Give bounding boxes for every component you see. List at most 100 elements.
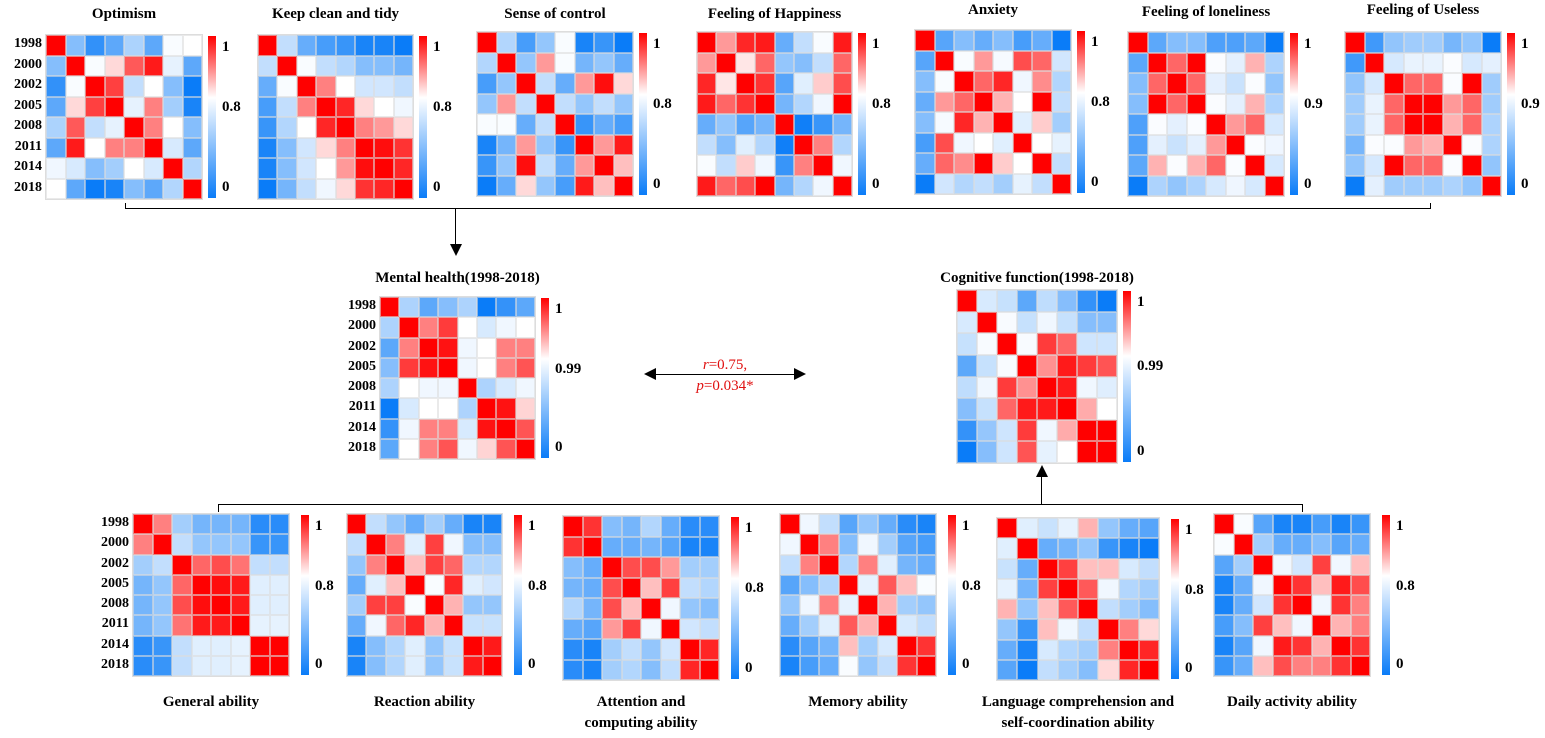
heatmap-cell bbox=[477, 114, 497, 135]
heatmap-cell bbox=[813, 155, 833, 176]
heatmap-cell bbox=[1206, 114, 1226, 135]
row-label: 2000 bbox=[348, 318, 376, 334]
heatmap-feeling-of-useless bbox=[1344, 31, 1502, 197]
row-label: 2008 bbox=[348, 379, 376, 395]
heatmap-cell bbox=[997, 354, 1017, 377]
heatmap-cell bbox=[476, 317, 497, 338]
heatmap-cell bbox=[65, 178, 85, 199]
heatmap-cell bbox=[418, 297, 439, 318]
heatmap-cell bbox=[476, 378, 497, 399]
heatmap-cell bbox=[1245, 134, 1265, 155]
heatmap-cell bbox=[555, 175, 575, 196]
heatmap-cell bbox=[1147, 93, 1167, 114]
heatmap-cell bbox=[977, 354, 997, 377]
heatmap-cell bbox=[1364, 175, 1384, 196]
heatmap-cell bbox=[496, 337, 516, 358]
heatmap-cell bbox=[1233, 514, 1253, 535]
heatmap-cell bbox=[1233, 554, 1253, 575]
heatmap-cell bbox=[1225, 73, 1245, 94]
heatmap-cell bbox=[1364, 134, 1384, 155]
bottom-bracket-right-tick bbox=[1302, 504, 1303, 512]
heatmap-cell bbox=[1206, 93, 1226, 114]
colorbar-tick-label: 0 bbox=[1091, 174, 1099, 190]
heatmap-cell bbox=[366, 534, 386, 555]
heatmap-cell bbox=[366, 615, 386, 636]
heatmap-cell bbox=[1147, 155, 1167, 176]
heatmap-cell bbox=[258, 117, 278, 138]
heatmap-cell bbox=[934, 30, 954, 51]
heatmap-cell bbox=[1032, 50, 1052, 71]
heatmap-cell bbox=[296, 96, 317, 117]
row-label: 2011 bbox=[348, 399, 376, 415]
heatmap-cell bbox=[1128, 114, 1148, 135]
heatmap-cell bbox=[191, 615, 211, 636]
heatmap-cell bbox=[424, 574, 444, 595]
heatmap-cell bbox=[621, 536, 641, 557]
heatmap-cell bbox=[463, 655, 483, 676]
heatmap-cell bbox=[457, 438, 477, 459]
heatmap-cell bbox=[85, 137, 105, 158]
heatmap-cell bbox=[755, 32, 775, 53]
heatmap-cell bbox=[1097, 419, 1117, 442]
heatmap-cell bbox=[385, 574, 406, 595]
heatmap-cell bbox=[143, 55, 163, 76]
heatmap-cell bbox=[230, 554, 250, 575]
heatmap-cell bbox=[915, 50, 935, 71]
row-label: 2014 bbox=[101, 636, 129, 652]
heatmap-cell bbox=[380, 378, 400, 399]
heatmap-cell bbox=[877, 534, 897, 555]
heatmap-cell bbox=[997, 538, 1018, 559]
heatmap-cell bbox=[182, 35, 202, 56]
heatmap-cell bbox=[1462, 155, 1482, 176]
heatmap-cell bbox=[482, 514, 502, 535]
heatmap-cell bbox=[258, 55, 278, 76]
heatmap-cell bbox=[858, 514, 878, 535]
heatmap-cell bbox=[697, 114, 717, 135]
top-bracket-left-tick bbox=[125, 203, 126, 209]
heatmap-cell bbox=[1350, 655, 1370, 676]
r-symbol: r bbox=[702, 357, 709, 373]
heatmap-cell bbox=[1311, 595, 1331, 616]
heatmap-cell bbox=[1292, 635, 1312, 656]
heatmap-cell bbox=[354, 96, 375, 117]
heatmap-cell bbox=[250, 655, 270, 676]
heatmap-cell bbox=[832, 52, 852, 73]
heatmap-cell bbox=[877, 554, 897, 575]
heatmap-cell bbox=[1331, 635, 1351, 656]
heatmap-cell bbox=[1253, 655, 1273, 676]
heatmap-cell bbox=[399, 317, 419, 338]
heatmap-cell bbox=[774, 175, 794, 196]
heatmap-cell bbox=[296, 117, 317, 138]
colorbar-tick-label: 0 bbox=[962, 656, 970, 672]
heatmap-cell bbox=[1032, 132, 1052, 153]
heatmap-cell bbox=[1206, 134, 1226, 155]
heatmap-cell bbox=[1292, 595, 1312, 616]
heatmap-cell bbox=[1481, 32, 1501, 53]
colorbar bbox=[1290, 33, 1298, 195]
heatmap-sense-of-control bbox=[476, 31, 634, 197]
heatmap-cell bbox=[780, 635, 800, 656]
heatmap-cell bbox=[793, 155, 814, 176]
heatmap-cell bbox=[230, 635, 250, 656]
heatmap-cell bbox=[621, 557, 641, 578]
heatmap-cell bbox=[1051, 71, 1071, 92]
heatmap-cell bbox=[316, 158, 336, 179]
title-line: Attention and bbox=[596, 694, 686, 710]
heatmap-cell bbox=[716, 93, 736, 114]
top-bracket-right-tick bbox=[1430, 203, 1431, 209]
correlation-double-arrow bbox=[655, 374, 795, 375]
heatmap-cell bbox=[993, 173, 1013, 194]
colorbar-tick-label: 1 bbox=[1185, 522, 1193, 538]
heatmap-cell bbox=[934, 112, 954, 133]
heatmap-cell bbox=[269, 635, 289, 656]
title-line: self-coordination ability bbox=[1001, 715, 1155, 731]
heatmap-cell bbox=[641, 536, 661, 557]
heatmap-cell bbox=[699, 598, 719, 619]
heatmap-cell bbox=[124, 76, 144, 97]
row-label: 2008 bbox=[101, 596, 129, 612]
heatmap-cell bbox=[1423, 155, 1443, 176]
heatmap-cell bbox=[819, 554, 839, 575]
heatmap-cell bbox=[602, 516, 622, 537]
heatmap-cell bbox=[296, 158, 317, 179]
heatmap-cell bbox=[1037, 619, 1058, 640]
